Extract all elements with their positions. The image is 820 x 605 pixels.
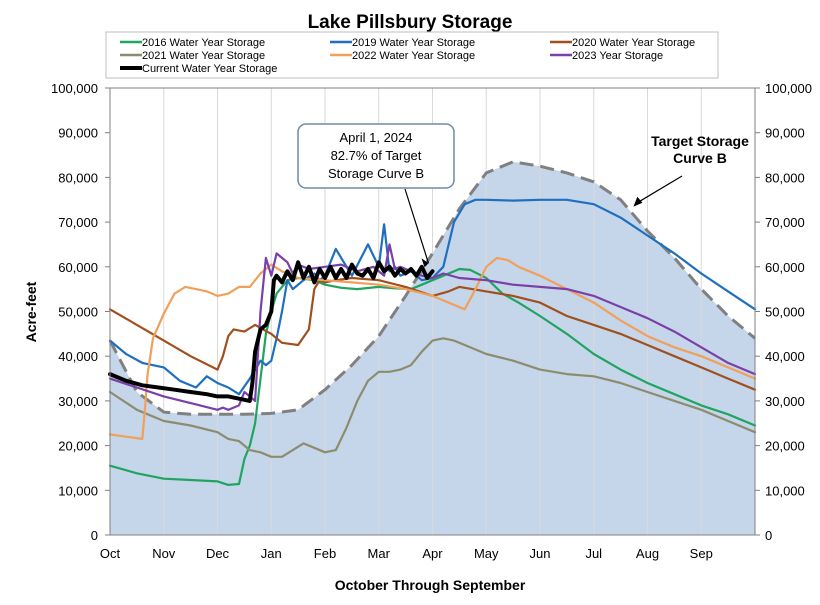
plot-area	[108, 87, 757, 536]
legend-label-2: 2020 Water Year Storage	[572, 37, 695, 49]
y-tick-left-0: 0	[91, 528, 98, 543]
target-label-line-1: Curve B	[673, 150, 727, 166]
legend: 2016 Water Year Storage 2019 Water Year S…	[105, 31, 719, 79]
series-line-1	[108, 198, 757, 396]
y-tick-right-2: 20,000	[765, 439, 805, 454]
y-tick-left-3: 30,000	[58, 394, 98, 409]
callout-box	[297, 123, 455, 189]
grid-lines	[163, 88, 702, 535]
y-tick-left-9: 90,000	[58, 126, 98, 141]
y-tick-right-10: 100,000	[765, 81, 812, 96]
y-tick-left-1: 10,000	[58, 483, 98, 498]
x-tick-6: Apr	[422, 546, 443, 561]
y-tick-left-4: 40,000	[58, 349, 98, 364]
target-label-line-0: Target Storage	[651, 133, 749, 149]
x-axis-title: October Through September	[335, 577, 526, 593]
y-tick-left-10: 100,000	[51, 81, 98, 96]
legend-label-6: Current Water Year Storage	[142, 63, 277, 75]
x-tick-7: May	[474, 546, 499, 561]
x-axis: Oct Nov Dec Jan Feb Mar Apr May Jun Jul Aug Sep	[100, 546, 713, 561]
y-tick-right-6: 60,000	[765, 260, 805, 275]
target-arrow	[637, 175, 683, 204]
x-tick-2: Dec	[206, 546, 230, 561]
x-tick-8: Jun	[530, 546, 551, 561]
callout-line-0: April 1, 2024	[340, 130, 413, 145]
callout-arrow	[404, 188, 430, 264]
target-storage-curve-line	[108, 160, 756, 416]
x-tick-10: Aug	[636, 546, 659, 561]
y-tick-right-5: 50,000	[765, 305, 805, 320]
x-tick-4: Feb	[314, 546, 336, 561]
y-tick-left-6: 60,000	[58, 260, 98, 275]
series-line-3	[108, 337, 757, 458]
legend-label-5: 2023 Year Storage	[572, 50, 663, 62]
legend-box	[105, 31, 719, 79]
series-line-0	[108, 267, 757, 486]
y-tick-right-1: 10,000	[765, 483, 805, 498]
y-tick-left-8: 80,000	[58, 170, 98, 185]
y-tick-right-3: 30,000	[765, 394, 805, 409]
x-tick-5: Mar	[368, 546, 391, 561]
annotations: April 1, 2024 82.7% of Target Storage Curv…	[297, 123, 749, 268]
y-tick-right-8: 80,000	[765, 170, 805, 185]
series-line-5	[108, 243, 757, 411]
y-tick-left-7: 70,000	[58, 215, 98, 230]
y-tick-left-5: 50,000	[58, 305, 98, 320]
y-tick-left-2: 20,000	[58, 439, 98, 454]
y-tick-right-9: 90,000	[765, 126, 805, 141]
x-tick-1: Nov	[152, 546, 176, 561]
callout-line-2: Storage Curve B	[328, 166, 424, 181]
y-axis-right: 0 10,000 20,000 30,000 40,000 50,000 60,000 70,…	[755, 81, 812, 543]
series-line-6	[108, 260, 435, 403]
y-axis-title: Acre-feet	[23, 281, 39, 342]
x-tick-9: Jul	[585, 546, 602, 561]
x-tick-11: Sep	[690, 546, 713, 561]
callout-arrowhead	[421, 258, 429, 268]
legend-label-0: 2016 Water Year Storage	[142, 37, 265, 49]
x-tick-3: Jan	[261, 546, 282, 561]
y-axis-left: 0 10,000 20,000 30,000 40,000 50,000 60,000 70,…	[51, 81, 110, 543]
chart-title: Lake Pillsbury Storage	[308, 12, 513, 33]
series-line-4	[108, 256, 757, 440]
legend-label-4: 2022 Water Year Storage	[352, 50, 475, 62]
legend-label-3: 2021 Water Year Storage	[142, 50, 265, 62]
series-lines	[108, 198, 757, 486]
x-tick-0: Oct	[100, 546, 121, 561]
y-tick-right-0: 0	[765, 528, 772, 543]
callout-line-1: 82.7% of Target	[331, 148, 422, 163]
target-arrowhead	[633, 196, 643, 207]
legend-label-1: 2019 Water Year Storage	[352, 37, 475, 49]
y-tick-right-7: 70,000	[765, 215, 805, 230]
y-tick-right-4: 40,000	[765, 349, 805, 364]
